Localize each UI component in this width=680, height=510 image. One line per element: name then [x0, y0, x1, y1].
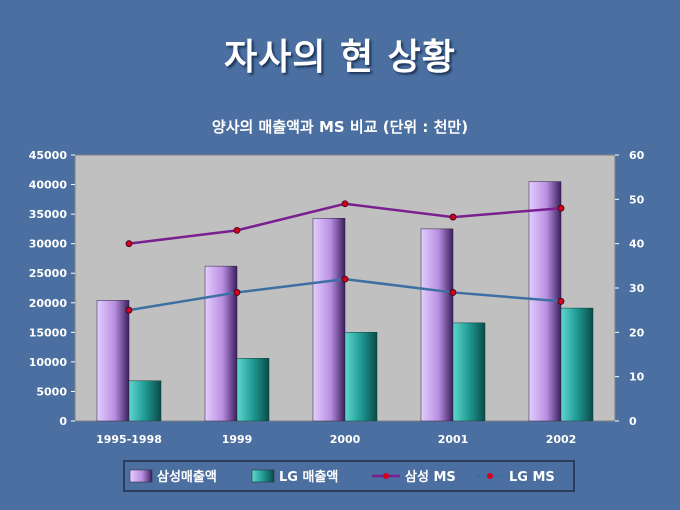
bar-samsung-revenue: [312, 217, 346, 422]
y-left-tick-label: 15000: [29, 326, 68, 339]
x-tick-label: 2000: [330, 433, 361, 446]
bar-samsung-revenue: [420, 228, 454, 422]
point-lg-ms: [341, 275, 349, 283]
y-right-tick-label: 30: [629, 282, 645, 295]
point-samsung-ms: [341, 200, 349, 208]
y-right-tick-label: 0: [629, 415, 637, 428]
legend-label: LG 매출액: [279, 469, 338, 485]
legend-swatch: [129, 469, 153, 483]
point-lg-ms: [449, 289, 457, 296]
legend-marker: [487, 473, 493, 479]
y-left-tick-label: 10000: [29, 356, 68, 369]
legend-label: 삼성 MS: [405, 469, 456, 485]
slide-title: 자사의 현 상황: [224, 37, 456, 78]
x-tick-label: 2002: [546, 433, 577, 446]
bar-lg-revenue: [128, 380, 162, 422]
legend-marker: [383, 473, 389, 479]
y-left-tick-label: 5000: [36, 385, 67, 398]
bar-lg-revenue: [344, 332, 378, 422]
y-left-tick-label: 45000: [29, 149, 68, 162]
y-right-tick-label: 40: [629, 238, 645, 251]
y-left-tick-label: 40000: [29, 179, 68, 192]
point-samsung-ms: [233, 226, 241, 234]
y-right-tick-label: 60: [629, 149, 645, 162]
chart-title: 양사의 매출액과 MS 비교 (단위 : 천만): [211, 118, 469, 136]
x-tick-label: 2001: [438, 433, 469, 446]
y-left-tick-label: 20000: [29, 297, 68, 310]
bar-samsung-revenue: [204, 265, 238, 422]
y-left-tick-label: 30000: [29, 238, 68, 251]
y-left-tick-label: 0: [59, 415, 67, 428]
point-samsung-ms: [557, 204, 565, 212]
point-lg-ms: [233, 289, 241, 296]
point-samsung-ms: [125, 240, 133, 248]
bar-lg-revenue: [560, 307, 594, 422]
bar-samsung-revenue: [96, 300, 130, 422]
point-lg-ms: [557, 297, 565, 305]
bar-lg-revenue: [452, 322, 486, 422]
y-right-tick-label: 50: [629, 193, 645, 206]
y-left-tick-label: 35000: [29, 208, 68, 221]
legend-label: 삼성매출액: [157, 469, 217, 485]
legend-swatch: [251, 469, 275, 483]
y-left-tick-label: 25000: [29, 267, 68, 280]
x-tick-label: 1999: [222, 433, 253, 446]
y-right-tick-label: 10: [629, 371, 645, 384]
bar-lg-revenue: [236, 358, 270, 422]
legend-label: LG MS: [509, 470, 555, 485]
x-tick-label: 1995-1998: [96, 433, 162, 446]
point-samsung-ms: [449, 213, 457, 221]
point-lg-ms: [125, 306, 133, 314]
y-right-tick-label: 20: [629, 326, 645, 339]
